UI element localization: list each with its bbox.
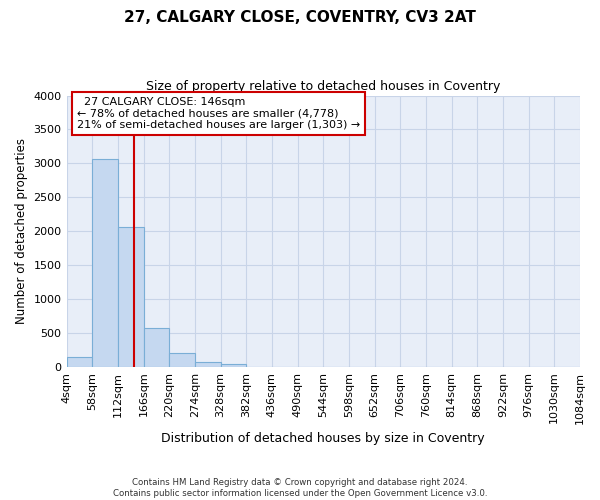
Title: Size of property relative to detached houses in Coventry: Size of property relative to detached ho… <box>146 80 500 93</box>
Text: 27 CALGARY CLOSE: 146sqm  
← 78% of detached houses are smaller (4,778)
21% of s: 27 CALGARY CLOSE: 146sqm ← 78% of detach… <box>77 97 360 130</box>
X-axis label: Distribution of detached houses by size in Coventry: Distribution of detached houses by size … <box>161 432 485 445</box>
Bar <box>169 352 195 367</box>
Bar <box>67 356 92 367</box>
Text: 27, CALGARY CLOSE, COVENTRY, CV3 2AT: 27, CALGARY CLOSE, COVENTRY, CV3 2AT <box>124 10 476 25</box>
Text: Contains HM Land Registry data © Crown copyright and database right 2024.
Contai: Contains HM Land Registry data © Crown c… <box>113 478 487 498</box>
Bar <box>92 160 118 367</box>
Bar <box>118 227 143 367</box>
Bar <box>143 328 169 367</box>
Bar <box>221 364 246 367</box>
Bar <box>195 362 221 367</box>
Y-axis label: Number of detached properties: Number of detached properties <box>15 138 28 324</box>
